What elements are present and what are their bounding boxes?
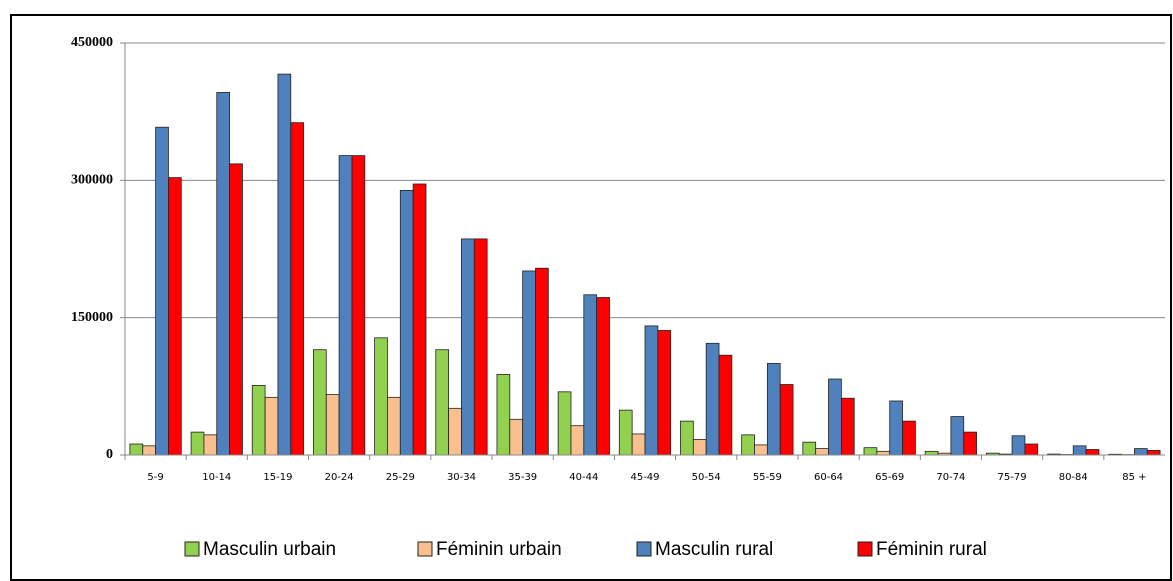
bar <box>461 238 475 456</box>
bar <box>779 384 794 456</box>
bar <box>557 391 572 456</box>
bar <box>509 418 524 456</box>
bar <box>657 330 672 456</box>
bar <box>570 425 585 456</box>
bar <box>1085 449 1100 456</box>
bar <box>522 270 536 456</box>
bar <box>338 155 353 456</box>
bar <box>950 416 965 456</box>
x-tick-label: 55-59 <box>753 472 782 483</box>
bar <box>412 183 427 456</box>
bar <box>644 325 659 456</box>
bar <box>374 337 388 456</box>
bar <box>155 126 169 456</box>
bar <box>1011 435 1026 456</box>
x-tick-label: 40-44 <box>569 472 598 483</box>
bar <box>876 450 891 456</box>
legend-label: Féminin rural <box>876 539 987 560</box>
bar <box>399 190 414 456</box>
bar <box>435 349 450 456</box>
x-tick-label: 75-79 <box>998 472 1027 483</box>
bar <box>168 177 182 456</box>
bar <box>387 396 401 456</box>
x-tick-label: 15-19 <box>263 472 292 483</box>
bar <box>1134 448 1148 456</box>
bar <box>718 354 733 456</box>
bar <box>325 394 340 456</box>
x-tick-label: 5-9 <box>147 472 163 483</box>
y-tick-label: 0 <box>106 447 113 462</box>
bar <box>496 374 511 456</box>
legend-label: Masculin rural <box>655 539 773 560</box>
bar <box>290 122 305 456</box>
x-tick-label: 10-14 <box>202 472 231 483</box>
bar <box>448 407 462 456</box>
x-tick-label: 30-34 <box>447 472 476 483</box>
bar <box>963 431 977 456</box>
bar <box>535 267 549 456</box>
bar <box>902 420 916 456</box>
x-tick-label: 60-64 <box>814 472 843 483</box>
bar <box>129 443 144 456</box>
bar <box>596 297 610 456</box>
y-tick-label: 300000 <box>71 173 113 188</box>
bar <box>840 397 855 456</box>
legend-swatch <box>184 541 200 557</box>
bar <box>863 447 878 456</box>
x-tick-label: 70-74 <box>936 472 965 483</box>
x-tick-label: 65-69 <box>875 472 904 483</box>
bar <box>203 434 218 456</box>
bar <box>473 238 488 456</box>
x-tick-label: 80-84 <box>1059 472 1088 483</box>
legend-label: Masculin urbain <box>203 539 336 560</box>
bar <box>1024 443 1039 456</box>
bar <box>251 385 266 456</box>
bar <box>583 294 598 456</box>
bar <box>229 163 243 456</box>
bar <box>631 433 646 456</box>
bar <box>351 155 366 456</box>
bar <box>828 378 842 456</box>
bar <box>277 73 292 456</box>
x-tick-label: 50-54 <box>692 472 721 483</box>
bar <box>815 448 829 456</box>
x-tick-label: 25-29 <box>386 472 415 483</box>
bar <box>705 342 720 456</box>
legend-label: Féminin urbain <box>436 539 562 560</box>
bar <box>692 439 707 456</box>
bar <box>766 363 781 456</box>
bar <box>190 431 205 456</box>
legend-swatch <box>857 541 873 557</box>
bar <box>618 409 633 456</box>
bar <box>1146 450 1161 456</box>
bar <box>889 400 903 456</box>
x-tick-label: 20-24 <box>325 472 354 483</box>
bar <box>142 445 156 456</box>
y-tick-label: 150000 <box>71 310 113 325</box>
bar <box>680 420 694 456</box>
bar <box>741 434 755 456</box>
x-tick-label: 45-49 <box>630 472 659 483</box>
bar <box>754 444 768 456</box>
bar <box>264 396 279 456</box>
bar <box>924 450 939 456</box>
bar <box>802 441 817 456</box>
y-tick-label: 450000 <box>71 35 113 50</box>
bar <box>1072 445 1087 456</box>
bar <box>313 349 327 456</box>
legend-swatch <box>417 541 433 557</box>
legend-swatch <box>636 541 652 557</box>
x-tick-label: 85 + <box>1122 472 1146 483</box>
x-tick-label: 35-39 <box>508 472 537 483</box>
bar <box>216 92 231 456</box>
